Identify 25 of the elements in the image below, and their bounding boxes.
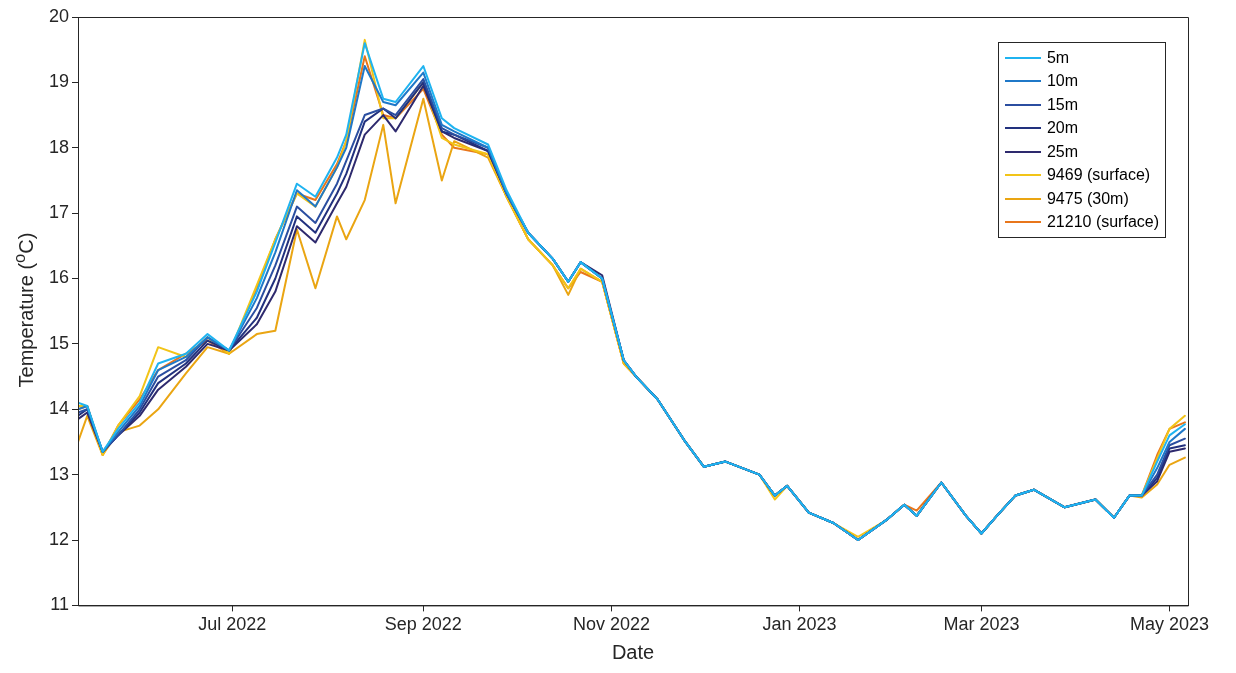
y-tick-label: 15 [48, 332, 69, 353]
y-tick-label: 12 [48, 528, 69, 549]
legend-label: 25m [1046, 142, 1079, 161]
x-tick-label: May 2023 [1129, 614, 1210, 635]
x-tick-label: Jul 2022 [198, 614, 267, 635]
y-tick-label: 13 [48, 463, 69, 484]
y-tick-label: 16 [48, 267, 69, 288]
legend-label: 15m [1046, 95, 1079, 114]
y-tick-label: 14 [48, 398, 69, 419]
legend-label: 21210 (surface) [1046, 213, 1159, 232]
legend-label: 20m [1046, 119, 1079, 138]
x-tick-label: Nov 2022 [572, 614, 650, 635]
x-axis-title: Date [611, 640, 655, 663]
y-tick-label: 18 [48, 136, 69, 157]
legend-label: 9475 (30m) [1046, 189, 1129, 208]
legend-label: 9469 (surface) [1046, 166, 1151, 185]
y-tick-label: 11 [50, 594, 69, 615]
y-tick-label: 20 [48, 5, 69, 26]
y-tick-label: 17 [48, 202, 69, 223]
y-tick-label: 19 [48, 71, 69, 92]
legend-label: 5m [1046, 48, 1070, 67]
x-tick-label: Jan 2023 [762, 614, 837, 635]
x-tick-label: Sep 2022 [384, 614, 462, 635]
x-tick-label: Mar 2023 [943, 614, 1020, 635]
legend-label: 10m [1046, 72, 1079, 91]
